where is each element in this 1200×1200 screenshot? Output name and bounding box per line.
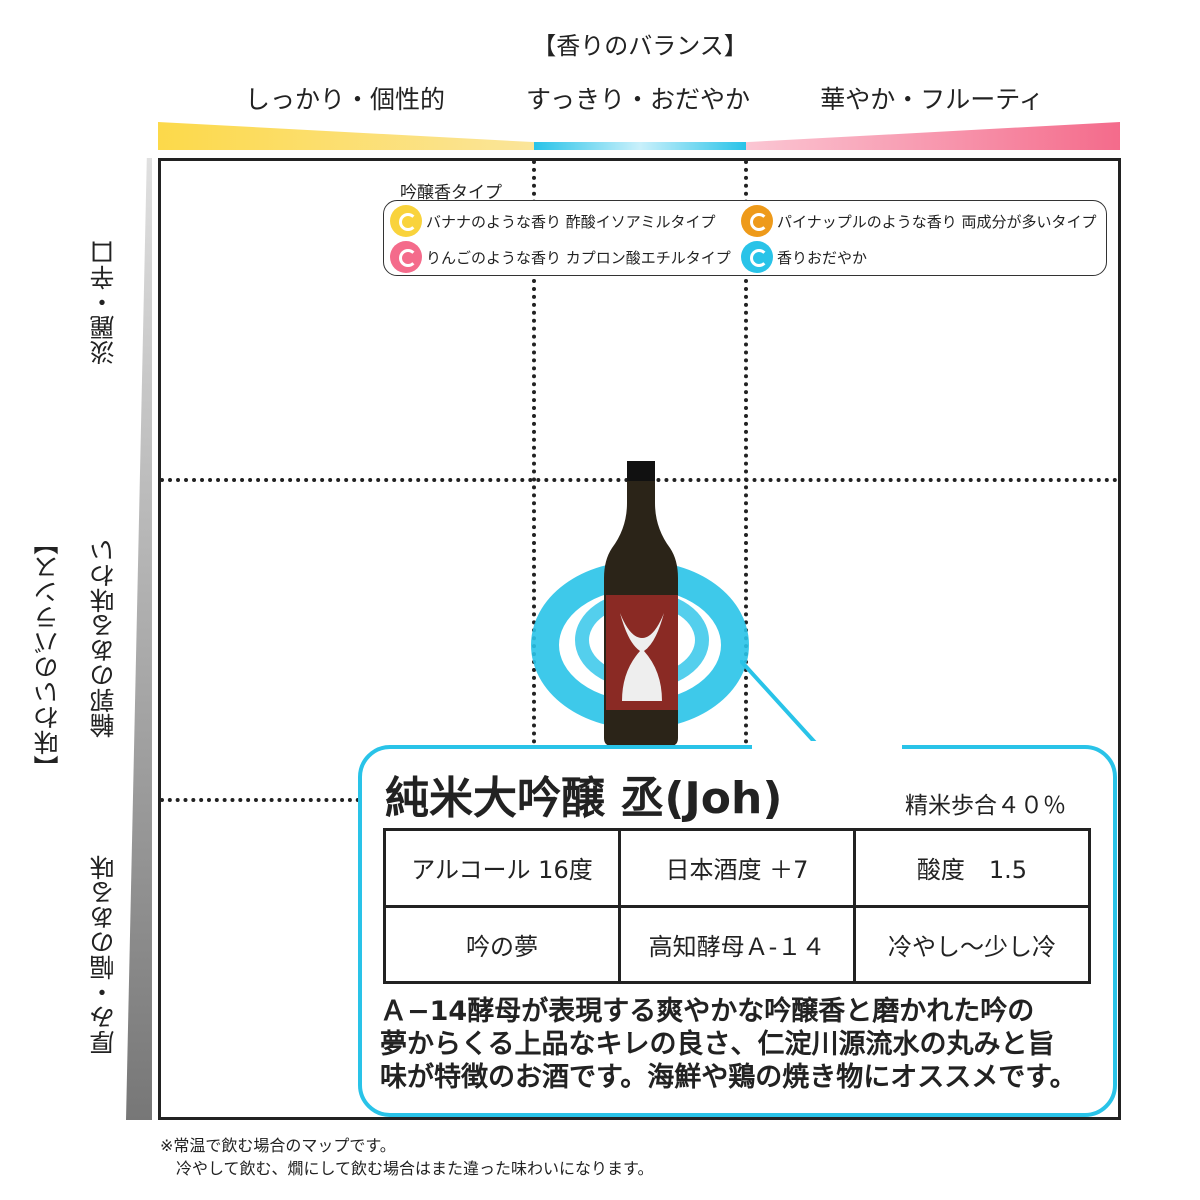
- taste-gradient-bar: [126, 158, 152, 1120]
- aroma-gradient-pink: [746, 122, 1120, 150]
- spec-table: アルコール 16度 日本酒度 ＋7 酸度 1.5 吟の夢 高知酵母Ａ-１４ 冷や…: [383, 828, 1091, 984]
- spec-yeast: 高知酵母Ａ-１４: [618, 904, 856, 984]
- aroma-label-mild: すっきり・おだやか: [525, 85, 751, 114]
- aroma-label-bold: しっかり・個性的: [244, 85, 446, 114]
- pineapple-aroma-icon: [741, 205, 773, 237]
- banana-aroma-icon: [390, 205, 422, 237]
- footnote-line: ※常温で飲む場合のマップです。: [160, 1136, 396, 1155]
- legend-box: バナナのような香り 酢酸イソアミルタイプ パイナップルのような香り 両成分が多い…: [383, 200, 1107, 276]
- taste-axis-title: 【味わいのバランス】: [33, 530, 62, 780]
- spec-acidity: 酸度 1.5: [853, 828, 1091, 908]
- callout-gap: [752, 741, 902, 751]
- aroma-label-fruity: 華やか・フルーティ: [820, 85, 1044, 114]
- table-row: 吟の夢 高知酵母Ａ-１４ 冷やし～少し冷: [383, 904, 1091, 984]
- legend-label: りんごのような香り カプロン酸エチルタイプ: [426, 248, 731, 267]
- legend-item-apple: りんごのような香り カプロン酸エチルタイプ: [390, 241, 731, 273]
- spec-smv: 日本酒度 ＋7: [618, 828, 856, 908]
- spec-alcohol: アルコール 16度: [383, 828, 621, 908]
- grid-line-v2: [744, 160, 748, 760]
- description-line: 味が特徴のお酒です。海鮮や鶏の焼き物にオススメです。: [380, 1062, 1077, 1093]
- legend-label: 香りおだやか: [777, 248, 868, 267]
- polish-ratio: 精米歩合４０％: [905, 793, 1066, 819]
- spec-rice: 吟の夢: [383, 904, 621, 984]
- map-frame: [158, 158, 1121, 1120]
- grid-line-h2: [160, 798, 360, 802]
- description-line: Ａ−14酵母が表現する爽やかな吟醸香と磨かれた吟の: [380, 996, 1035, 1027]
- apple-aroma-icon: [390, 241, 422, 273]
- product-description: Ａ−14酵母が表現する爽やかな吟醸香と磨かれた吟の 夢からくる上品なキレの良さ、…: [380, 995, 1105, 1094]
- aroma-gradient-cyan: [534, 142, 746, 150]
- legend-label: バナナのような香り 酢酸イソアミルタイプ: [426, 212, 716, 231]
- footnote-line: 冷やして飲む、燗にして飲む場合はまた違った味わいになります。: [160, 1159, 654, 1178]
- taste-label-light: 淡麗・辛口: [89, 240, 118, 365]
- aroma-gradient-yellow: [158, 122, 535, 150]
- taste-label-defined: 輪郭のある味わい: [89, 538, 118, 738]
- legend-item-banana: バナナのような香り 酢酸イソアミルタイプ: [390, 205, 715, 237]
- legend-item-mild: 香りおだやか: [741, 241, 867, 273]
- description-line: 夢からくる上品なキレの良さ、仁淀川源流水の丸みと旨: [380, 1029, 1055, 1060]
- table-row: アルコール 16度 日本酒度 ＋7 酸度 1.5: [383, 828, 1091, 908]
- mild-aroma-icon: [741, 241, 773, 273]
- product-bottle-image: [531, 461, 749, 746]
- product-name: 純米大吟醸 丞(Joh): [385, 773, 783, 824]
- aroma-axis-title: 【香りのバランス】: [532, 32, 748, 60]
- legend-label: パイナップルのような香り 両成分が多いタイプ: [777, 212, 1097, 231]
- spec-temperature: 冷やし～少し冷: [853, 904, 1091, 984]
- footnote: ※常温で飲む場合のマップです。 冷やして飲む、燗にして飲む場合はまた違った味わい…: [160, 1134, 653, 1180]
- legend-title: 吟醸香タイプ: [400, 183, 502, 203]
- taste-label-rich: 厚み・幅のある味: [89, 855, 118, 1055]
- grid-line-v1: [532, 160, 536, 760]
- legend-item-pineapple: パイナップルのような香り 両成分が多いタイプ: [741, 205, 1096, 237]
